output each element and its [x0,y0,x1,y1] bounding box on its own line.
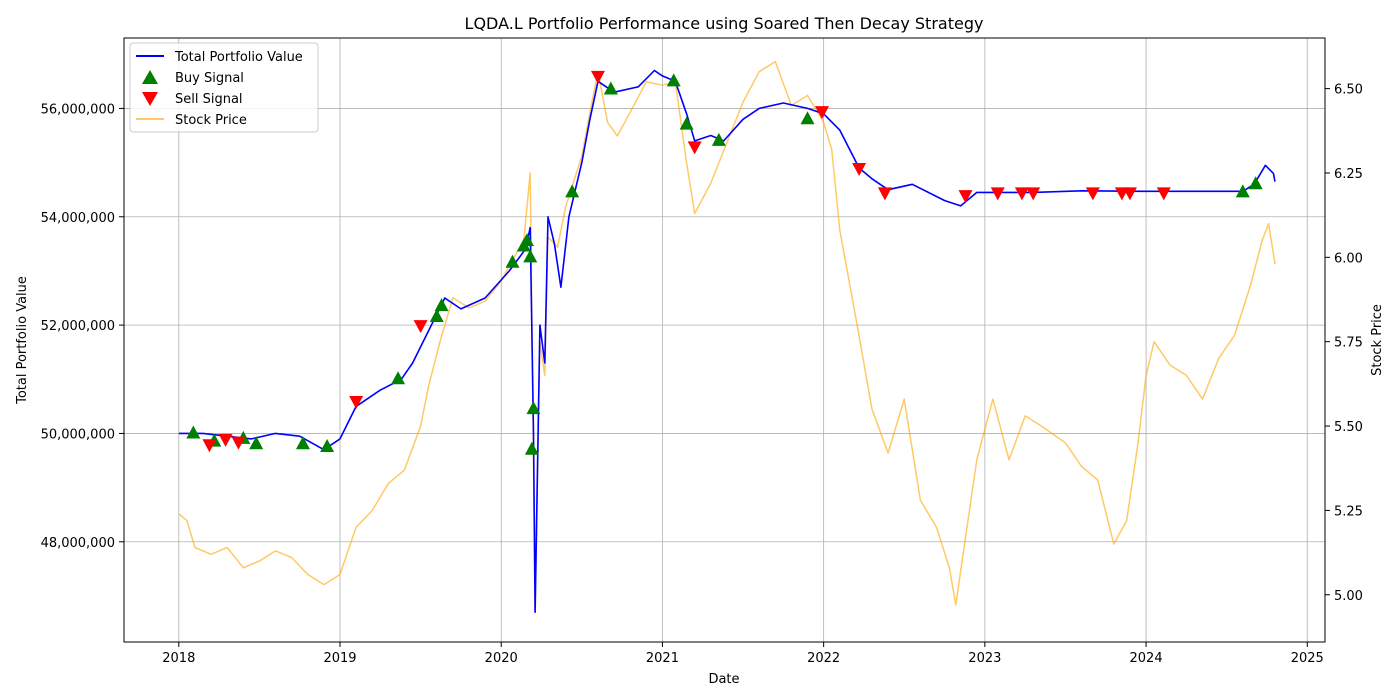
grid [124,38,1325,642]
y-left-tick-label: 48,000,000 [41,536,115,551]
x-tick-label: 2020 [485,651,518,666]
sell-signal-marker [990,187,1005,201]
sell-signal-marker [1026,187,1041,201]
x-tick-label: 2022 [807,651,840,666]
sell-signal-marker [852,163,867,177]
buy-signal-marker [391,371,406,385]
buy-signal-marker [505,254,520,268]
y-left-tick-label: 50,000,000 [41,427,115,442]
legend-buy-label: Buy Signal [175,71,244,86]
y-axis-label-right: Stock Price [1370,304,1385,376]
buy-signal-marker [679,116,694,130]
buy-signal-marker [520,233,535,247]
buy-signal-marker [186,425,201,439]
buy-signal-marker [1248,176,1263,190]
legend-sell-marker [142,92,158,106]
x-tick-label: 2021 [646,651,679,666]
legend-portfolio-label: Total Portfolio Value [174,50,303,65]
sell-signal-marker [202,439,217,453]
buy-signal-marker [434,298,449,312]
sell-signal-marker [1156,187,1171,201]
plot-frame [123,37,1326,643]
y-right-tick-label: 6.50 [1334,83,1363,98]
buy-signal-marker [800,111,815,125]
buy-signal-marker [295,436,310,450]
y-left-tick-label: 56,000,000 [41,102,115,117]
x-tick-label: 2019 [323,651,356,666]
buy-signal-marker [320,438,335,452]
y-right-tick-label: 5.25 [1334,504,1363,519]
y-right-tick-label: 6.25 [1334,167,1363,182]
y-axis-label-left: Total Portfolio Value [15,276,30,405]
sell-signal-marker [218,433,233,447]
buy-signal-marker [666,73,681,87]
buy-signal-marker [603,81,618,95]
y-right-tick-label: 5.00 [1334,589,1363,604]
axis-ticks: 2018 2019 2020 2021 2022 2023 2024 2025 48,000,0… [41,83,1363,666]
legend-price-label: Stock Price [175,113,247,128]
buy-signal-marker [526,401,541,415]
y-right-tick-label: 5.75 [1334,336,1363,351]
buy-signal-marker [565,184,580,198]
y-right-tick-label: 6.00 [1334,251,1363,266]
sell-signal-marker [590,70,605,84]
sell-signal-marker [1085,187,1100,201]
sell-signal-marker [413,320,428,334]
signal-markers [186,70,1263,455]
x-tick-label: 2023 [968,651,1001,666]
x-tick-label: 2018 [162,651,195,666]
y-left-tick-label: 52,000,000 [41,319,115,334]
sell-signal-marker [877,187,892,201]
stock-price-series [178,60,1276,613]
buy-signal-marker [429,308,444,322]
legend-sell-label: Sell Signal [175,92,243,107]
legend-box [129,42,319,133]
sell-signal-marker [231,436,246,450]
sell-signal-marker [1122,187,1137,201]
sell-signal-marker [687,141,702,155]
legend-buy-marker [142,70,158,84]
x-axis-label: Date [708,672,739,687]
stock-price-line [178,60,1276,613]
x-tick-label: 2025 [1291,651,1324,666]
sell-signal-marker [958,190,973,204]
y-right-tick-label: 5.50 [1334,420,1363,435]
buy-signal-marker [524,441,539,455]
y-left-tick-label: 54,000,000 [41,211,115,226]
buy-signal-marker [523,249,538,263]
buy-signal-marker [1235,184,1250,198]
buy-signal-marker [711,132,726,146]
chart-title: LQDA.L Portfolio Performance using Soare… [465,14,984,33]
legend: Total Portfolio Value Buy Signal Sell Si… [129,42,319,133]
buy-signal-marker [249,436,264,450]
sell-signal-marker [815,106,830,120]
x-tick-label: 2024 [1130,651,1163,666]
sell-signal-marker [349,395,364,409]
sell-signal-marker [1014,187,1029,201]
